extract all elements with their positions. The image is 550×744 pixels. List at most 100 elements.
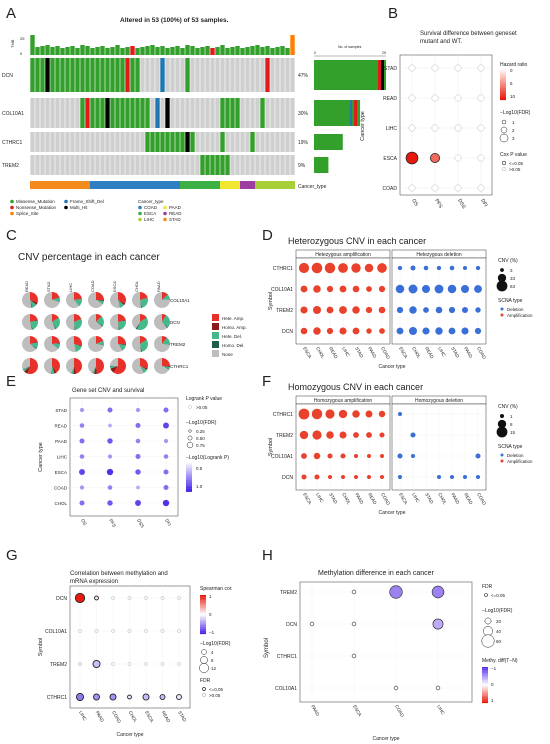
cnv-tick-8: 8 [510,422,513,427]
cnv-point-amplification [378,306,386,314]
cnv-point-amplification [379,328,385,334]
onco-cell [145,58,150,92]
pie-slice [140,317,147,322]
panel-letter-B: B [388,5,398,22]
pie-slice [96,316,105,326]
cnv-point-amplification [327,453,333,459]
onco-cell [250,132,255,152]
panel-h-title: Methylation difference in each cancer [318,570,434,577]
h-fdr-title: FDR [482,584,493,590]
onco-cell [180,132,185,152]
pie-slice [162,294,168,300]
h-md-grad [482,680,488,682]
e-ylabel-ESCA: ESCA [55,470,67,475]
pie-slice [24,366,30,374]
onco-cell [170,132,175,152]
g-point [78,662,82,666]
cnv-point-deletion [449,474,455,480]
g-point [177,596,181,600]
tmb-bar [125,47,130,55]
b-hr-grad [500,73,506,75]
onco-cell [90,132,95,152]
g-fdr-key [200,656,208,664]
h-md-grad [482,675,488,677]
cnv-point-amplification [301,474,307,480]
b-point [431,124,439,132]
g-fdr-title: −Log10(FDR) [200,641,231,647]
b-fdr-key [501,119,507,125]
b-point-sig [405,151,419,165]
cancer-track-ESCA [180,181,220,189]
e-lr-grad [186,473,192,476]
pie-slice [162,344,170,346]
e-point [163,407,169,413]
h-xlabel-LIHC: LIHC [436,704,446,716]
e-point [79,469,85,475]
b-point-sig [429,152,440,163]
onco-cell [260,132,265,152]
e-logrank-tick: >0.05 [196,405,208,410]
g-sp-grad [200,602,206,605]
pie-slice [110,314,119,330]
onco-cell [35,155,40,175]
pie-slice [30,314,38,322]
g-sp-grad [200,628,206,631]
cnv-point-amplification [327,474,333,480]
tmb-bar [115,45,120,55]
g-point [127,662,132,666]
b-hr-grad [500,76,506,78]
panel-h-frame [299,581,473,703]
onco-cell [235,58,240,92]
e-lr-grad [186,466,192,468]
b-hr-grad [500,86,506,89]
onco-cell [260,155,265,175]
tmb-bar [60,48,65,55]
pie-slice [110,366,118,367]
c-legend-4: None [222,352,233,357]
cnv-tick-33: 33 [510,276,516,281]
g-point [144,662,148,666]
e-point [107,407,113,413]
onco-cell [115,155,120,175]
legend-ct-dot [138,205,142,210]
onco-cell [205,58,210,92]
cnv-point-amplification [352,410,360,418]
h-md-grad [482,688,488,690]
panel-f-title: Homozygous CNV in each cancer [288,382,423,392]
e-lr-grad [186,488,192,490]
tmb-bar [165,48,170,55]
b-point [408,184,416,192]
h-md-grad [482,667,488,669]
onco-cell [75,132,80,152]
onco-cell [70,155,75,175]
h-md-grad [482,691,488,693]
right-bar-seg [354,100,358,126]
pie-slice [162,292,168,300]
onco-cell [60,98,65,128]
onco-cell [250,98,255,128]
g-point [92,659,101,669]
x-deletion-CHOL: CHOL [437,492,448,506]
onco-cell [175,132,180,152]
c-col-STAD: STAD [46,282,51,292]
onco-cell [160,155,165,175]
onco-cell [150,155,155,175]
e-point [79,423,85,428]
panel-letter-D: D [262,227,273,244]
x-amplification-CHOL: CHOL [315,346,326,360]
x-amplification-CHOL: CHOL [341,492,352,506]
gene-label-COL10A1: COL10A1 [2,111,24,117]
b-point [431,184,439,192]
tmb-bar [80,45,85,55]
cnv-point-amplification [298,408,310,420]
onco-cell [195,132,200,152]
legend-mut-0: Missense_Mutation [16,199,55,204]
tmb-bar [175,46,180,55]
x-amplification-COAD: COAD [380,346,391,360]
onco-cell [165,58,170,92]
pie-slice [74,292,82,300]
right-bar-seg [350,100,353,126]
tmb-bar [225,48,230,55]
onco-cell [200,58,205,92]
b-hr-grad [500,74,506,77]
